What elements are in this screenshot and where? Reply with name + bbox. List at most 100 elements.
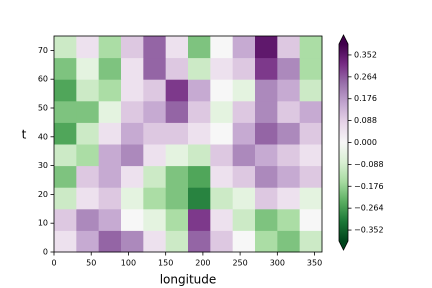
heatmap-cell [210,57,234,80]
heatmap-cell [299,144,323,167]
heatmap-cell [299,57,323,80]
heatmap-cell [255,165,278,188]
heatmap-cell [210,79,234,102]
y-tick-label: 70 [38,46,48,55]
heatmap-cell [299,208,323,231]
y-tick-label: 10 [38,219,48,228]
heatmap-cell [210,230,234,253]
x-tick-label: 150 [158,259,173,268]
heatmap-cell [232,187,256,210]
heatmap-cell [255,122,278,145]
heatmap-cell [165,144,189,167]
heatmap-cell [232,100,256,123]
heatmap-cell [188,165,211,188]
heatmap-cell [188,36,211,59]
colorbar-tick-label: 0.176 [354,94,377,103]
heatmap-cell [143,187,167,210]
heatmap-cell [54,187,77,210]
heatmap-cell [299,187,323,210]
heatmap-cell [121,100,144,123]
heatmap-cell [188,57,211,80]
heatmap-cell [98,79,122,102]
heatmap-cell [121,79,144,102]
heatmap-cell [255,208,278,231]
heatmap-cell [210,122,234,145]
heatmap-cell [277,36,301,59]
colorbar-tick-label: 0.000 [354,138,377,147]
y-tick-label: 50 [38,104,48,113]
heatmap-cell [165,230,189,253]
heatmap-cell [210,36,234,59]
heatmap-cell [299,36,323,59]
heatmap-cell [143,230,167,253]
heatmap-cell [188,230,211,253]
y-tick-label: 30 [38,161,48,170]
heatmap-cell [165,187,189,210]
colorbar-tick-label: −0.088 [354,160,384,169]
heatmap-cell [188,122,211,145]
heatmap-cell [277,144,301,167]
colorbar-tick-label: 0.264 [354,72,377,81]
heatmap-cell [255,187,278,210]
colorbar-tick-label: 0.088 [354,116,377,125]
heatmap-cell [299,79,323,102]
heatmap-cell [121,230,144,253]
heatmap-cell [143,208,167,231]
heatmap-cell [76,230,100,253]
heatmap-cell [121,122,144,145]
heatmap-cell [277,165,301,188]
colorbar-tick-label: −0.264 [354,204,384,213]
heatmap-cell [121,187,144,210]
heatmap-cell [143,100,167,123]
heatmap-cell [299,100,323,123]
heatmap-cell [98,100,122,123]
heatmap-cell [121,57,144,80]
heatmap-cell [165,100,189,123]
heatmap-cell [165,165,189,188]
y-tick-label: 40 [38,132,48,141]
heatmap-cell [232,165,256,188]
heatmap-cell [98,187,122,210]
x-tick-label: 200 [195,259,210,268]
x-tick-label: 50 [86,259,96,268]
heatmap-cell [277,79,301,102]
heatmap-cell [98,144,122,167]
heatmap-cell [188,100,211,123]
colorbar [339,44,348,241]
heatmap-cell [277,208,301,231]
heatmap-cell [54,79,77,102]
heatmap-cell [98,208,122,231]
colorbar-extension [339,35,348,44]
heatmap-cell [210,187,234,210]
heatmap-cell [143,144,167,167]
heatmap-cell [165,36,189,59]
heatmap-cell [121,144,144,167]
heatmap-cell [277,122,301,145]
heatmap-cell [255,230,278,253]
heatmap-cell [210,144,234,167]
heatmap-cell [277,187,301,210]
colorbar-tick-label: −0.352 [354,226,384,235]
heatmap-cell [188,79,211,102]
heatmap-cell [299,230,323,253]
heatmap-cell [232,122,256,145]
heatmap-cell [98,122,122,145]
heatmap-cell [121,36,144,59]
heatmap-cell [98,57,122,80]
heatmap-cell [143,79,167,102]
heatmap-cell [232,144,256,167]
heatmap-cell [188,187,211,210]
heatmap-cell [54,208,77,231]
heatmap-cell [76,122,100,145]
heatmap-cell [255,57,278,80]
colorbar-extension [339,241,348,250]
heatmap-cell [299,122,323,145]
y-tick-label: 20 [38,190,48,199]
heatmap-cell [277,230,301,253]
x-tick-label: 0 [51,259,56,268]
colorbar-frame [338,34,349,251]
heatmap-cell [255,79,278,102]
heatmap-cell [232,79,256,102]
heatmap-cell [255,144,278,167]
heatmap-cell [76,57,100,80]
